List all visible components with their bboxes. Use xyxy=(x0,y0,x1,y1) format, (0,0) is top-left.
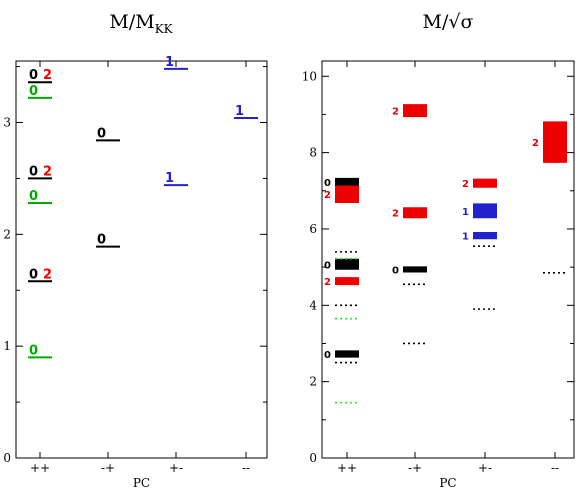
band-label: 2 xyxy=(392,209,399,220)
band-mark xyxy=(403,267,427,272)
chart-title: M/MKK xyxy=(109,11,173,36)
level-label: 2 xyxy=(43,164,52,179)
plot-frame xyxy=(321,60,575,459)
level-label: 2 xyxy=(43,267,52,282)
x-tick-label: -- xyxy=(551,461,559,475)
band-mark xyxy=(335,186,359,203)
band-label: 2 xyxy=(324,277,331,288)
band-label: 2 xyxy=(392,107,399,118)
y-tick-label: 2 xyxy=(3,227,11,241)
chart-title: M/√σ xyxy=(423,11,474,33)
band-label: 1 xyxy=(462,232,469,243)
x-tick-label: -+ xyxy=(408,461,422,475)
level-label: 1 xyxy=(235,104,244,119)
level-label: 0 xyxy=(97,233,106,248)
band-label: 2 xyxy=(462,179,469,190)
band-label: 2 xyxy=(324,190,331,201)
y-tick-label: 6 xyxy=(309,222,317,236)
x-tick-label: ++ xyxy=(30,461,50,475)
y-tick-label: 0 xyxy=(3,451,11,465)
y-tick-label: 3 xyxy=(3,116,11,130)
y-tick-label: 0 xyxy=(309,451,317,465)
band-mark xyxy=(473,179,497,187)
band-mark xyxy=(335,178,359,186)
band-mark xyxy=(335,351,359,357)
band-mark xyxy=(403,207,427,218)
x-tick-label: +- xyxy=(478,461,492,475)
x-tick-label: -+ xyxy=(101,461,115,475)
band-label: 1 xyxy=(462,207,469,218)
level-label: 0 xyxy=(29,189,38,204)
band-mark xyxy=(473,232,497,239)
band-label: 0 xyxy=(324,260,331,271)
band-label: 2 xyxy=(532,138,539,149)
band-label: 0 xyxy=(324,350,331,361)
x-axis-label: PC xyxy=(439,476,456,490)
band-mark xyxy=(335,259,359,270)
y-tick-label: 2 xyxy=(309,375,317,389)
level-label: 0 xyxy=(29,267,38,282)
level-label: 0 xyxy=(29,164,38,179)
band-mark xyxy=(543,122,567,163)
x-tick-label: ++ xyxy=(337,461,357,475)
band-mark xyxy=(335,277,359,285)
band-label: 0 xyxy=(392,265,399,276)
level-label: 0 xyxy=(29,84,38,99)
level-label: 0 xyxy=(29,68,38,83)
y-tick-label: 10 xyxy=(302,69,317,83)
chart-title-subscript: KK xyxy=(155,22,174,36)
level-label: 0 xyxy=(97,126,106,141)
band-mark xyxy=(473,204,497,218)
plot-frame xyxy=(15,60,268,459)
y-tick-label: 4 xyxy=(309,298,317,312)
x-tick-label: -- xyxy=(242,461,250,475)
y-tick-label: 1 xyxy=(3,339,11,353)
level-label: 1 xyxy=(165,171,174,186)
level-label: 2 xyxy=(43,68,52,83)
y-tick-label: 8 xyxy=(309,146,317,160)
band-label: 0 xyxy=(324,178,331,189)
x-axis-label: PC xyxy=(133,476,150,490)
level-label: 1 xyxy=(165,55,174,70)
level-label: 0 xyxy=(29,343,38,358)
band-mark xyxy=(403,104,427,117)
x-tick-label: +- xyxy=(169,461,183,475)
